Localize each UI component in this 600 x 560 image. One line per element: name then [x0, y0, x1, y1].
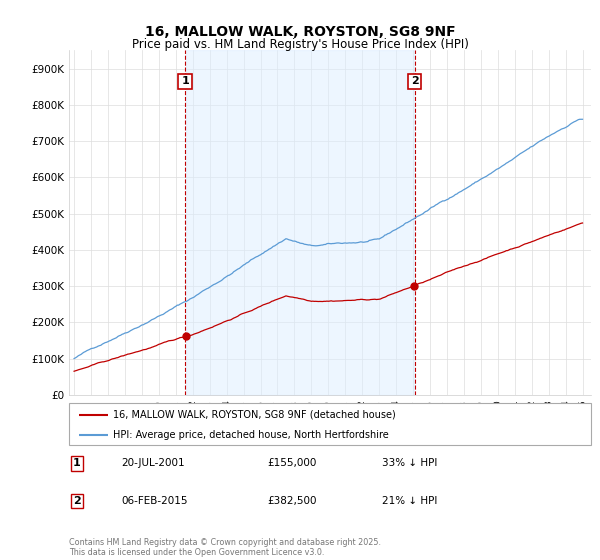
Text: 06-FEB-2015: 06-FEB-2015 [121, 496, 188, 506]
Text: Price paid vs. HM Land Registry's House Price Index (HPI): Price paid vs. HM Land Registry's House … [131, 38, 469, 51]
Text: 21% ↓ HPI: 21% ↓ HPI [382, 496, 437, 506]
Text: 2: 2 [73, 496, 81, 506]
Text: 1: 1 [181, 76, 189, 86]
Text: 33% ↓ HPI: 33% ↓ HPI [382, 459, 437, 468]
FancyBboxPatch shape [69, 403, 591, 445]
Text: 16, MALLOW WALK, ROYSTON, SG8 9NF: 16, MALLOW WALK, ROYSTON, SG8 9NF [145, 25, 455, 39]
Text: £155,000: £155,000 [268, 459, 317, 468]
Text: 1: 1 [73, 459, 81, 468]
Text: 2: 2 [410, 76, 418, 86]
Text: Contains HM Land Registry data © Crown copyright and database right 2025.
This d: Contains HM Land Registry data © Crown c… [69, 538, 381, 557]
Text: £382,500: £382,500 [268, 496, 317, 506]
Text: 16, MALLOW WALK, ROYSTON, SG8 9NF (detached house): 16, MALLOW WALK, ROYSTON, SG8 9NF (detac… [113, 410, 396, 420]
Text: 20-JUL-2001: 20-JUL-2001 [121, 459, 185, 468]
Text: HPI: Average price, detached house, North Hertfordshire: HPI: Average price, detached house, Nort… [113, 430, 389, 440]
